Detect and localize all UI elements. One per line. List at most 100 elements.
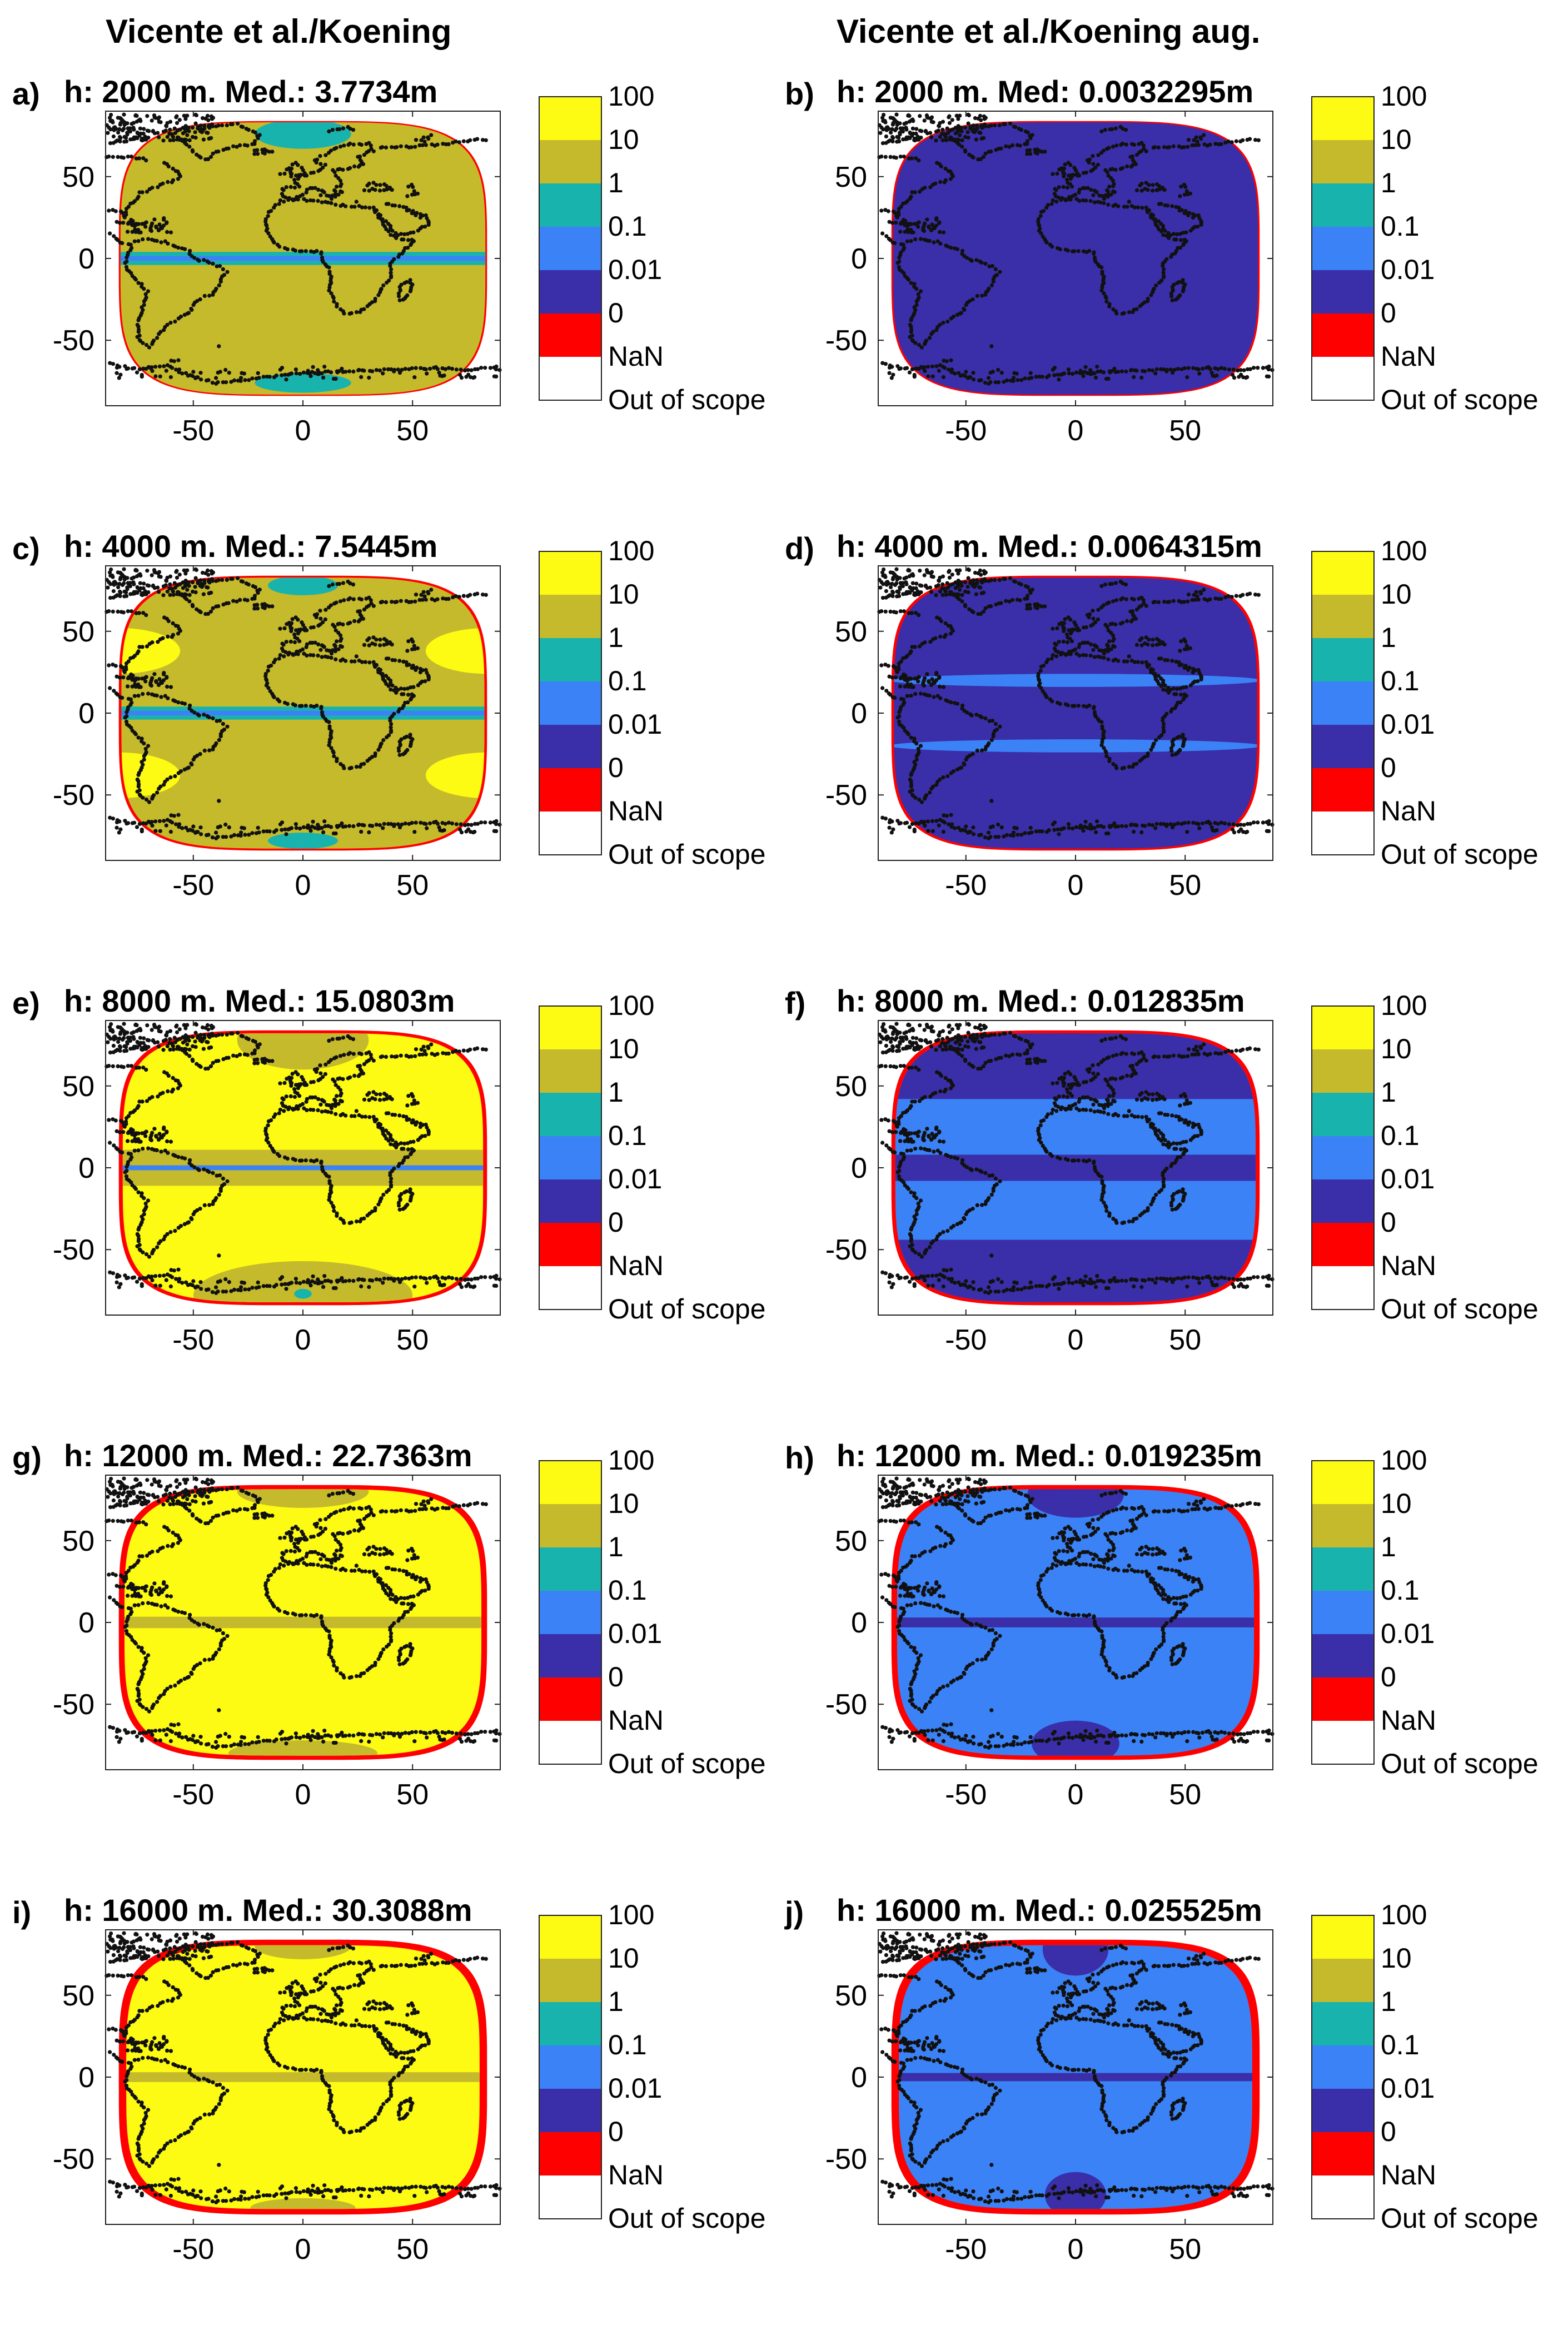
colorbar-label: 0 [608, 1661, 624, 1692]
panel-letter: f) [785, 985, 805, 1020]
x-tick-label: 0 [1068, 1779, 1084, 1811]
colorbar-label: 10 [608, 124, 639, 155]
colorbar-swatch [539, 1223, 601, 1266]
x-tick-label: 50 [1169, 415, 1201, 447]
colorbar-label: 100 [1381, 1899, 1427, 1930]
x-tick-label: 50 [1169, 2233, 1201, 2266]
colorbar-swatch [1312, 357, 1374, 400]
field-layer [878, 1923, 1273, 2224]
colorbar-swatch [1312, 2089, 1374, 2132]
y-tick-label: 50 [835, 1525, 867, 1557]
field-region [255, 120, 351, 149]
colorbar-swatch [539, 183, 601, 227]
colorbar-swatch [539, 357, 601, 400]
field-band [878, 1617, 1273, 1627]
colorbar-swatch [539, 1634, 601, 1677]
field-band [106, 711, 500, 716]
y-tick-label: -50 [825, 1234, 867, 1266]
x-tick-label: 50 [1169, 869, 1201, 902]
colorbar-label: 1 [608, 1077, 624, 1108]
x-tick-label: 0 [1068, 869, 1084, 902]
y-tick-label: 0 [851, 243, 867, 275]
colorbar-label: 100 [1381, 81, 1427, 112]
colorbar-swatch [539, 1006, 601, 1049]
colorbar-label: 100 [1381, 990, 1427, 1021]
colorbar-swatch [1312, 2045, 1374, 2089]
column-title-right: Vicente et al./Koening aug. [837, 12, 1260, 51]
y-tick-label: 0 [851, 2062, 867, 2094]
colorbar-label: 0.01 [1381, 2073, 1435, 2104]
colorbar-label: 0.1 [608, 211, 647, 242]
y-tick-label: 0 [78, 1152, 94, 1184]
colorbar-swatch [1312, 1959, 1374, 2002]
colorbar-swatch [539, 1677, 601, 1721]
colorbar-swatch [1312, 595, 1374, 638]
panel-letter: a) [12, 76, 40, 111]
colorbar-label: 0.1 [608, 1120, 647, 1151]
colorbar-swatch [539, 681, 601, 725]
x-tick-label: -50 [172, 2233, 214, 2266]
colorbar-label: 10 [1381, 579, 1412, 610]
colorbar-label: 1 [608, 167, 624, 198]
colorbar-label: 10 [608, 1033, 639, 1064]
y-tick-label: 50 [62, 1980, 94, 2012]
x-tick-label: 50 [1169, 1779, 1201, 1811]
colorbar-swatch [539, 2089, 601, 2132]
field-region [294, 1289, 312, 1299]
colorbar-label: 0.01 [1381, 254, 1435, 285]
colorbar-label: 100 [1381, 535, 1427, 566]
colorbar-label: 0.1 [608, 665, 647, 696]
colorbar-label: 10 [1381, 1943, 1412, 1974]
x-tick-label: 0 [295, 869, 311, 902]
colorbar-swatch [539, 768, 601, 811]
colorbar-swatch [1312, 1591, 1374, 1634]
colorbar-swatch [539, 1959, 601, 2002]
x-tick-label: -50 [945, 869, 987, 902]
field-band [106, 715, 500, 719]
colorbar-swatch [1312, 1136, 1374, 1179]
y-tick-label: -50 [53, 779, 94, 811]
colorbar-label: NaN [608, 341, 664, 372]
x-tick-label: -50 [172, 869, 214, 902]
field-region [268, 833, 338, 849]
x-tick-label: 0 [1068, 2233, 1084, 2266]
field-band [878, 1154, 1273, 1181]
field-region [889, 674, 1262, 687]
colorbar-label: 0.01 [608, 254, 662, 285]
colorbar-label: 0.01 [608, 2073, 662, 2104]
panel-title: h: 2000 m. Med.: 3.7734m [64, 74, 437, 109]
colorbar-label: 0.01 [608, 1618, 662, 1649]
colorbar-label: NaN [1381, 2159, 1436, 2190]
colorbar-swatch [539, 1266, 601, 1310]
colorbar-swatch [539, 638, 601, 681]
colorbar-label: 1 [608, 622, 624, 653]
x-tick-label: -50 [945, 1324, 987, 1356]
colorbar-swatch [1312, 2132, 1374, 2175]
colorbar-swatch [1312, 227, 1374, 270]
field-base [878, 111, 1273, 406]
field-band [106, 256, 500, 261]
colorbar-swatch [539, 1093, 601, 1136]
colorbar-swatch [1312, 1093, 1374, 1136]
colorbar-label: Out of scope [608, 1293, 766, 1325]
colorbar-label: Out of scope [608, 384, 766, 415]
colorbar-label: 100 [608, 1899, 654, 1930]
x-tick-label: -50 [172, 1779, 214, 1811]
colorbar-swatch [1312, 1677, 1374, 1721]
field-band [106, 1166, 500, 1171]
colorbar-swatch [539, 725, 601, 768]
panel-title: h: 16000 m. Med.: 30.3088m [64, 1893, 472, 1928]
colorbar-swatch [539, 1721, 601, 1764]
x-tick-label: 50 [1169, 1324, 1201, 1356]
colorbar-swatch [1312, 313, 1374, 357]
colorbar-label: 100 [608, 990, 654, 1021]
y-tick-label: 0 [78, 243, 94, 275]
y-tick-label: 50 [835, 1980, 867, 2012]
